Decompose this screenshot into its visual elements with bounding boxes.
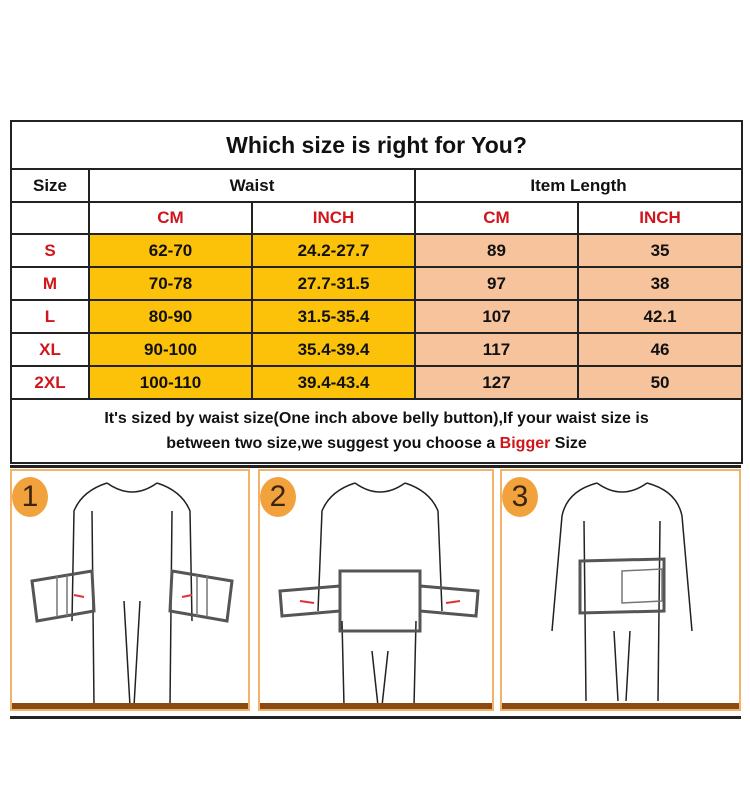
length-cm-cell: 97 [414, 266, 579, 301]
panel-bottom-bar [12, 703, 248, 709]
note-suffix: Size [550, 435, 587, 452]
divider [10, 716, 741, 719]
size-label: L [10, 299, 90, 334]
sizing-note: It's sized by waist size(One inch above … [9, 398, 744, 464]
waist-cm-cell: 90-100 [88, 332, 253, 367]
waist-cm-cell: 62-70 [88, 233, 253, 268]
step-panel-2: 2 [258, 469, 494, 711]
waist-cm-cell: 70-78 [88, 266, 253, 301]
length-inch-cell: 38 [576, 266, 744, 301]
step-number-badge: 3 [502, 477, 538, 517]
length-cm-header: CM [414, 201, 579, 235]
figure-wearing-belt-illustration [551, 482, 693, 702]
length-inch-cell: 35 [576, 233, 744, 268]
size-row: L 80-90 31.5-35.4 107 42.1 [10, 299, 744, 334]
figure-holding-belt-open-illustration [30, 482, 234, 707]
length-cm-cell: 127 [414, 365, 579, 400]
size-header: Size [10, 168, 90, 203]
length-inch-header: INCH [576, 201, 744, 235]
panel-bottom-bar [260, 703, 492, 709]
instruction-panels: 1 2 3 [10, 466, 741, 718]
blank-cell [10, 201, 90, 235]
size-row: M 70-78 27.7-31.5 97 38 [10, 266, 744, 301]
waist-inch-cell: 27.7-31.5 [251, 266, 416, 301]
figure-wrapping-belt-illustration [278, 482, 480, 707]
waist-inch-cell: 35.4-39.4 [251, 332, 416, 367]
step-panel-3: 3 [500, 469, 741, 711]
note-line-2: between two size,we suggest you choose a [166, 435, 500, 452]
length-cm-cell: 107 [414, 299, 579, 334]
note-highlight: Bigger [499, 435, 551, 452]
length-inch-cell: 50 [576, 365, 744, 400]
size-chart-table: Which size is right for You? Size Waist … [9, 120, 744, 464]
waist-inch-cell: 39.4-43.4 [251, 365, 416, 400]
size-label: M [10, 266, 90, 301]
chart-title: Which size is right for You? [9, 120, 744, 170]
size-row: S 62-70 24.2-27.7 89 35 [10, 233, 744, 268]
step-panel-1: 1 [10, 469, 250, 711]
length-inch-cell: 42.1 [576, 299, 744, 334]
step-number-badge: 1 [12, 477, 48, 517]
divider [10, 465, 741, 468]
size-label: 2XL [10, 365, 90, 400]
note-line-1: It's sized by waist size(One inch above … [104, 410, 649, 427]
size-label: S [10, 233, 90, 268]
size-label: XL [10, 332, 90, 367]
length-cm-cell: 89 [414, 233, 579, 268]
waist-inch-header: INCH [251, 201, 416, 235]
waist-cm-cell: 80-90 [88, 299, 253, 334]
size-row: 2XL 100-110 39.4-43.4 127 50 [10, 365, 744, 400]
waist-header: Waist [88, 168, 416, 203]
waist-cm-cell: 100-110 [88, 365, 253, 400]
waist-inch-cell: 31.5-35.4 [251, 299, 416, 334]
panel-bottom-bar [502, 703, 739, 709]
size-row: XL 90-100 35.4-39.4 117 46 [10, 332, 744, 367]
length-inch-cell: 46 [576, 332, 744, 367]
item-length-header: Item Length [413, 168, 744, 203]
step-number-badge: 2 [260, 477, 296, 517]
waist-cm-header: CM [88, 201, 253, 235]
length-cm-cell: 117 [414, 332, 579, 367]
waist-inch-cell: 24.2-27.7 [251, 233, 416, 268]
